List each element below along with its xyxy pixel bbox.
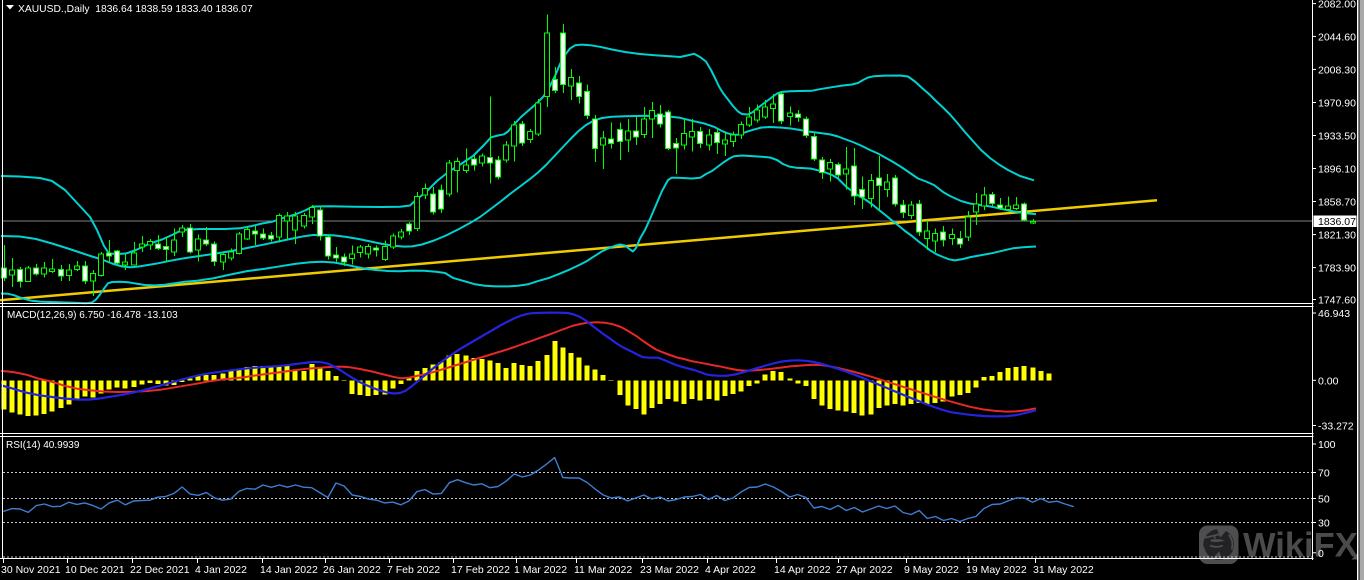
- svg-text:0.00: 0.00: [1318, 375, 1339, 387]
- svg-text:2008.30: 2008.30: [1318, 64, 1356, 76]
- svg-text:RSI(14) 40.9939: RSI(14) 40.9939: [6, 440, 80, 451]
- svg-text:1 Mar 2022: 1 Mar 2022: [514, 564, 567, 576]
- svg-text:17 Feb 2022: 17 Feb 2022: [451, 564, 510, 576]
- svg-text:1896.10: 1896.10: [1318, 164, 1356, 176]
- svg-text:1858.70: 1858.70: [1318, 197, 1356, 209]
- svg-text:30 Nov 2021: 30 Nov 2021: [1, 564, 61, 576]
- svg-text:0: 0: [1318, 548, 1324, 560]
- svg-text:11 Mar 2022: 11 Mar 2022: [574, 564, 632, 576]
- svg-text:30: 30: [1318, 518, 1330, 530]
- svg-text:1821.30: 1821.30: [1318, 230, 1356, 242]
- svg-text:1783.90: 1783.90: [1318, 263, 1356, 275]
- svg-text:14 Jan 2022: 14 Jan 2022: [260, 564, 318, 576]
- svg-text:-33.272: -33.272: [1318, 421, 1354, 433]
- svg-text:27 Apr 2022: 27 Apr 2022: [836, 564, 893, 576]
- svg-text:50: 50: [1318, 494, 1330, 506]
- svg-text:4 Jan 2022: 4 Jan 2022: [195, 564, 247, 576]
- svg-text:2044.60: 2044.60: [1318, 31, 1356, 43]
- svg-text:22 Dec 2021: 22 Dec 2021: [130, 564, 190, 576]
- svg-text:9 May 2022: 9 May 2022: [904, 564, 959, 576]
- svg-text:4 Apr 2022: 4 Apr 2022: [705, 564, 756, 576]
- svg-text:14 Apr 2022: 14 Apr 2022: [774, 564, 831, 576]
- svg-text:7 Feb 2022: 7 Feb 2022: [387, 564, 440, 576]
- svg-text:70: 70: [1318, 468, 1330, 480]
- svg-text:1836.07: 1836.07: [1318, 216, 1356, 228]
- svg-text:19 May 2022: 19 May 2022: [966, 564, 1027, 576]
- svg-text:100: 100: [1318, 439, 1336, 451]
- svg-text:XAUUSD.,Daily 1836.64 1838.59: XAUUSD.,Daily 1836.64 1838.59 1833.40 18…: [18, 4, 253, 15]
- svg-text:23 Mar 2022: 23 Mar 2022: [640, 564, 699, 576]
- svg-text:1970.90: 1970.90: [1318, 98, 1356, 110]
- svg-text:31 May 2022: 31 May 2022: [1033, 564, 1094, 576]
- svg-text:MACD(12,26,9) 6.750 -16.478 -1: MACD(12,26,9) 6.750 -16.478 -13.103: [7, 310, 178, 321]
- svg-text:1933.50: 1933.50: [1318, 131, 1356, 143]
- svg-text:2082.00: 2082.00: [1318, 0, 1356, 11]
- svg-text:26 Jan 2022: 26 Jan 2022: [323, 564, 381, 576]
- svg-text:10 Dec 2021: 10 Dec 2021: [65, 564, 125, 576]
- svg-text:1747.60: 1747.60: [1318, 295, 1356, 307]
- svg-text:46.943: 46.943: [1318, 308, 1350, 320]
